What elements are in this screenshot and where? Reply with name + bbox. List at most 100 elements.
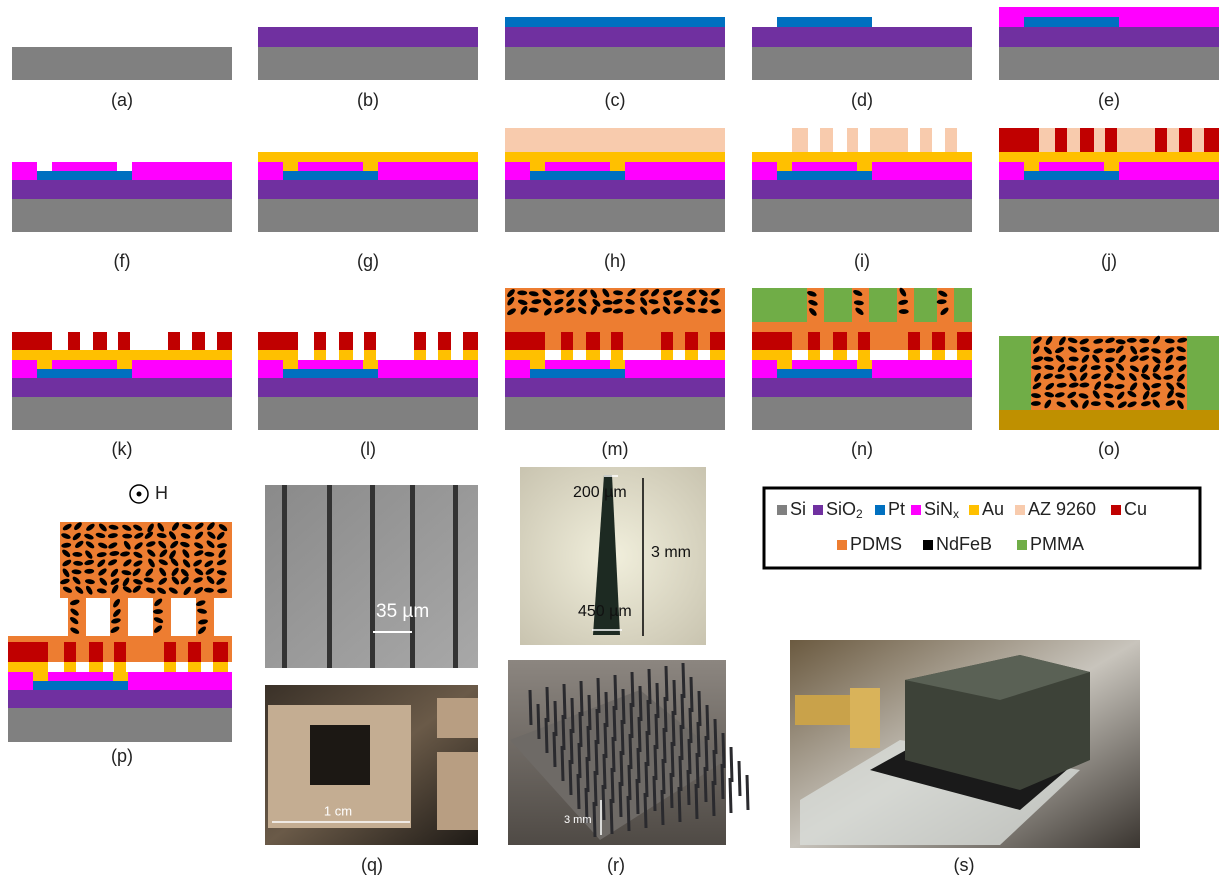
layer — [752, 397, 972, 430]
layer — [117, 162, 132, 171]
layer — [8, 662, 48, 672]
needle — [612, 768, 613, 803]
needle — [581, 681, 582, 716]
needle — [671, 773, 672, 808]
legend-swatch — [837, 540, 847, 550]
legend-text: Au — [982, 499, 1004, 519]
needle — [689, 739, 690, 774]
array-photo: 3 mm — [508, 660, 748, 845]
legend-swatch — [777, 505, 787, 515]
needle — [640, 686, 641, 721]
legend-label: NdFeB — [936, 534, 992, 554]
layer — [33, 681, 128, 690]
needle — [637, 779, 638, 814]
layer — [505, 17, 725, 27]
layer — [1039, 128, 1055, 152]
needle — [699, 691, 700, 726]
layer — [999, 199, 1219, 232]
layer — [8, 690, 232, 708]
layer — [1117, 128, 1155, 152]
legend-label: PMMA — [1030, 534, 1084, 554]
layer — [258, 27, 478, 47]
layer — [752, 27, 972, 47]
figure: 35 µm 1 cm 200 µm 3 mm 450 µm 3 mm SiS — [0, 0, 1219, 883]
legend-swatch — [813, 505, 823, 515]
layer — [908, 350, 920, 360]
layer — [12, 199, 232, 232]
panel-label: (n) — [851, 439, 873, 459]
layer — [530, 162, 545, 171]
legend-text: Cu — [1124, 499, 1147, 519]
layer — [363, 360, 378, 369]
panel-label: (s) — [954, 855, 975, 875]
layer — [438, 332, 451, 350]
layer — [833, 332, 847, 350]
needle — [683, 663, 684, 698]
layer — [213, 642, 228, 662]
layer — [957, 350, 972, 360]
layer — [438, 350, 451, 360]
needle — [571, 729, 572, 764]
needle — [614, 706, 615, 741]
layer — [1167, 128, 1179, 152]
annotation: 1 cm — [324, 803, 352, 818]
layer — [364, 350, 376, 360]
layer — [60, 522, 232, 598]
legend-label: Au — [982, 499, 1004, 519]
layer — [1105, 128, 1117, 152]
needle — [714, 750, 715, 785]
needle — [705, 767, 706, 802]
needle — [662, 790, 663, 825]
needle — [572, 698, 573, 733]
layer — [777, 171, 872, 180]
layer — [117, 360, 132, 369]
layer — [611, 350, 623, 360]
layer — [530, 360, 545, 369]
layer — [833, 350, 847, 360]
layer — [530, 369, 625, 378]
layer — [505, 152, 725, 162]
layer — [777, 369, 872, 378]
annotation: 200 µm — [573, 484, 627, 501]
layer — [505, 199, 725, 232]
needle — [631, 703, 632, 738]
needle — [596, 740, 597, 775]
layer — [752, 199, 972, 232]
needle — [682, 694, 683, 729]
layer — [847, 128, 858, 152]
particle — [554, 290, 564, 295]
needle — [562, 746, 563, 781]
layer — [505, 397, 725, 430]
layer — [314, 332, 326, 350]
needle — [628, 796, 629, 831]
layer — [339, 350, 353, 360]
layer — [192, 332, 205, 350]
legend-label: Pt — [888, 499, 905, 519]
layer — [339, 332, 353, 350]
needle — [690, 708, 691, 743]
layer — [258, 152, 478, 162]
needle — [697, 753, 698, 788]
layer — [37, 360, 52, 369]
legend-label: Cu — [1124, 499, 1147, 519]
needle — [706, 736, 707, 771]
layer — [12, 397, 232, 430]
needle — [598, 678, 599, 713]
needle — [656, 714, 657, 749]
legend-text: SiO — [826, 499, 856, 519]
needle — [707, 705, 708, 740]
layer — [1204, 128, 1219, 152]
layer — [283, 369, 378, 378]
layer — [505, 350, 545, 360]
layer — [561, 332, 573, 350]
needle — [589, 695, 590, 730]
layer — [37, 369, 132, 378]
layer — [777, 162, 792, 171]
layer — [752, 350, 792, 360]
legend-text: Pt — [888, 499, 905, 519]
layer — [1024, 162, 1039, 171]
legend-text: SiN — [924, 499, 953, 519]
layer — [258, 332, 298, 350]
layer — [213, 662, 228, 672]
layer — [1104, 162, 1119, 171]
